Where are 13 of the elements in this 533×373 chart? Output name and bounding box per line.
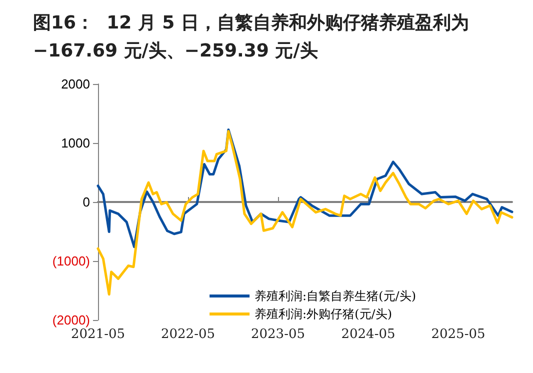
chart-title: 图16： 12 月 5 日，自繁自养和外购仔猪养殖盈利为 −167.69 元/头、−259.39 元/头 bbox=[33, 12, 476, 62]
y-tick-label: (2000) bbox=[52, 312, 90, 328]
legend-label: 养殖利润:自繁自养生猪(元/头) bbox=[254, 289, 416, 303]
x-tick-label: 2022-05 bbox=[160, 327, 216, 342]
legend-label: 养殖利润:外购仔猪(元/头) bbox=[254, 307, 392, 321]
y-tick-label: 0 bbox=[82, 194, 90, 210]
x-tick-label: 2021-05 bbox=[70, 327, 126, 342]
x-tick-label: 2023-05 bbox=[250, 327, 306, 342]
y-tick-label: 2000 bbox=[61, 76, 90, 92]
y-tick-label: 1000 bbox=[61, 136, 90, 150]
x-tick-label: 2025-05 bbox=[431, 327, 486, 342]
x-tick-label: 2024-05 bbox=[341, 327, 396, 342]
y-tick-label: (1000) bbox=[52, 254, 90, 268]
